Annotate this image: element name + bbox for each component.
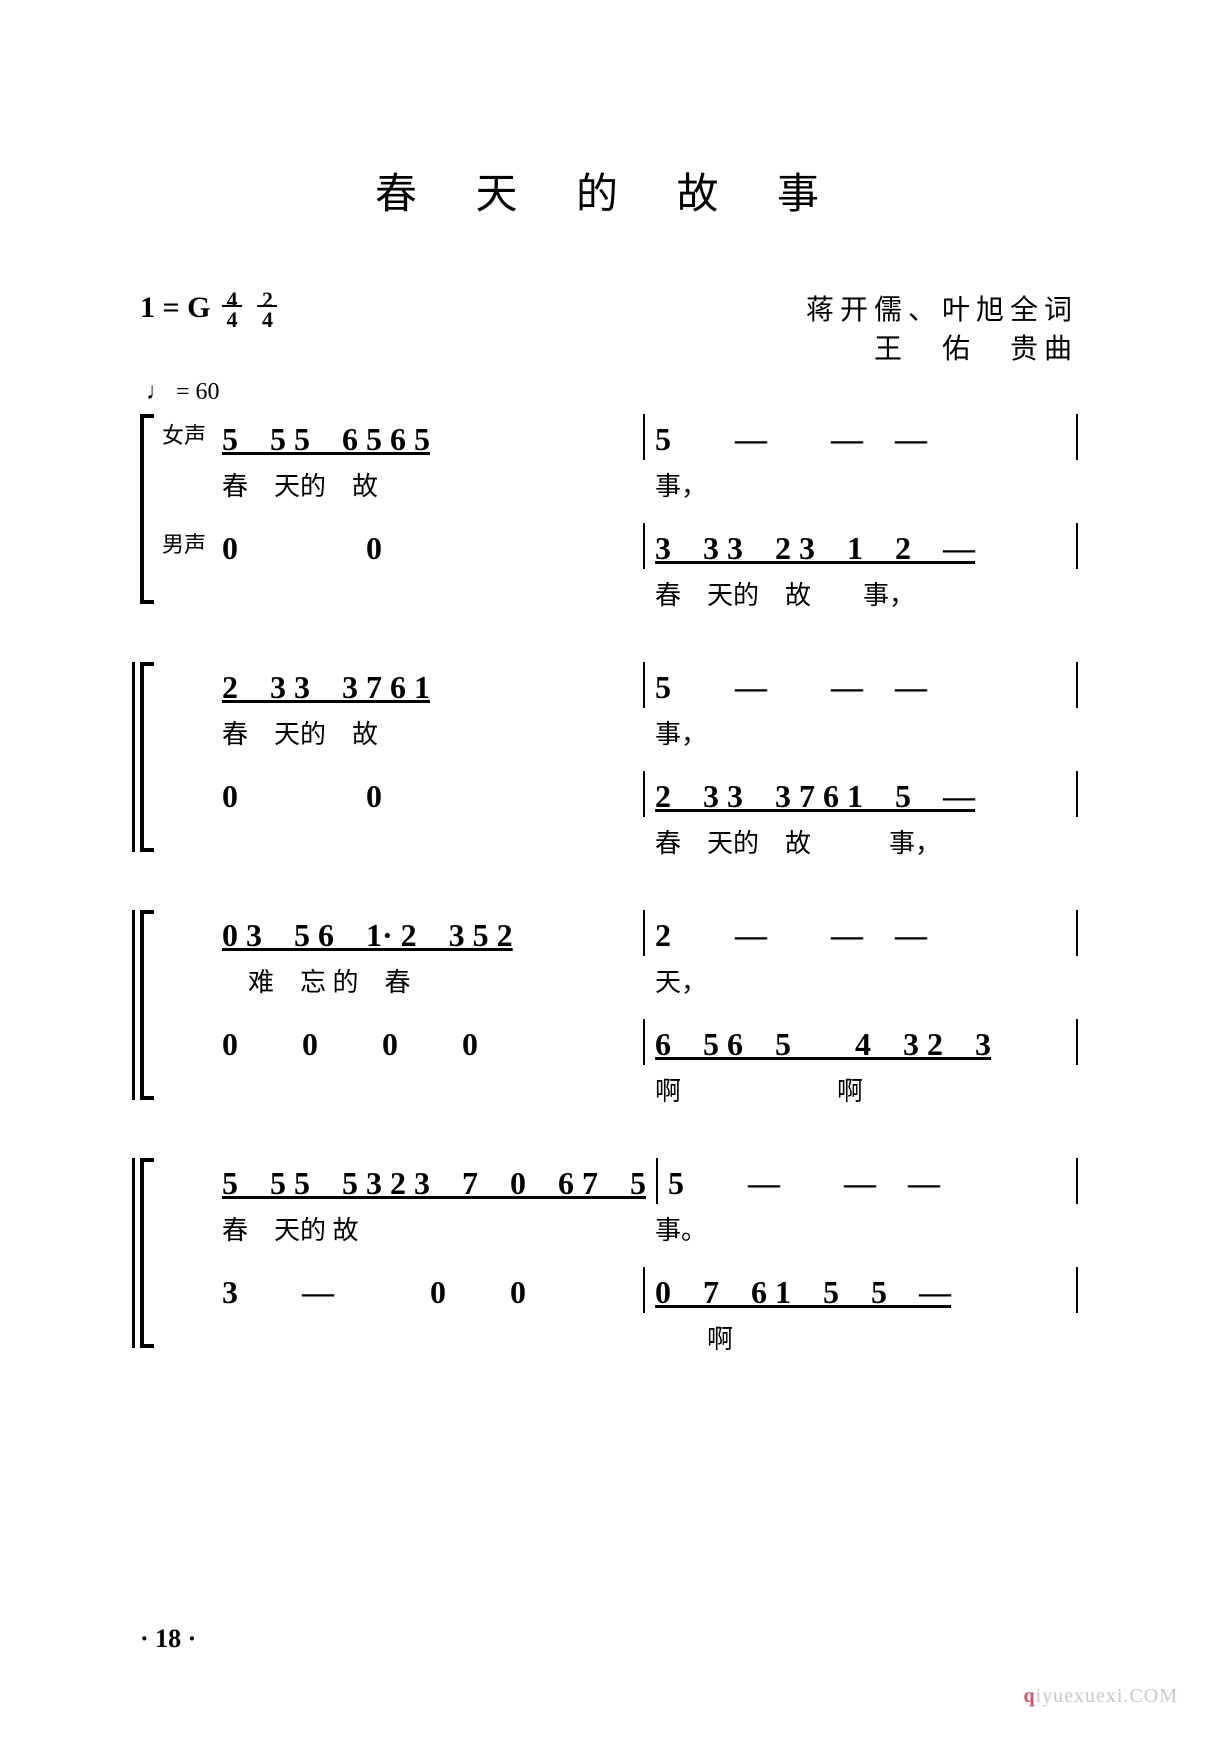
notes: 5 5 5 6 5 6 5 — [222, 414, 430, 460]
notes: 2 3 3 3 7 6 1 5 — — [655, 771, 975, 817]
notes: 5 — — — — [655, 662, 927, 708]
watermark: qiyuexuexi.COM — [1023, 1685, 1178, 1708]
notes: 6 5 6 5 4 3 2 3 — [655, 1019, 991, 1065]
male-voice-label: 男声 — [162, 523, 212, 559]
notes: 0 3 5 6 1· 2 3 5 2 — [222, 910, 513, 956]
key-time-sig: 1 = G 44 24 — [140, 291, 281, 369]
page-number: · 18 · — [140, 1624, 196, 1654]
composer-credit: 王 佑 贵曲 — [806, 330, 1078, 369]
notes: 0 0 0 0 — [222, 1019, 478, 1065]
lyrics: 春 天的 故 — [212, 714, 645, 751]
lyrics — [212, 1319, 645, 1356]
notes: 5 — — — — [668, 1158, 940, 1204]
notes: 0 0 — [222, 523, 382, 569]
tempo-mark: ♩ = 60 — [146, 379, 1078, 406]
lyrics: 事。 — [645, 1210, 1078, 1247]
lyrics: 春 天的 故 — [212, 466, 645, 503]
lyrics: 难 忘 的 春 — [212, 962, 645, 999]
staff-system: 5 5 5 5 3 2 3 7 0 6 7 5 5 — — — 春 天的 故 事… — [140, 1158, 1078, 1356]
notes: 3 3 3 2 3 1 2 — — [655, 523, 975, 569]
lyrics: 事， — [645, 714, 1078, 751]
lyrics: 啊 — [645, 1319, 1078, 1356]
staff-system: 女声 5 5 5 6 5 6 5 5 — — — 春 天的 故 事， 男声 0 … — [140, 414, 1078, 612]
notes: 2 — — — — [655, 910, 927, 956]
lyricist-credit: 蒋开儒、叶旭全词 — [806, 291, 1078, 330]
notes: 3 — 0 0 — [222, 1267, 526, 1313]
score-header: 1 = G 44 24 蒋开儒、叶旭全词 王 佑 贵曲 — [140, 291, 1078, 369]
lyrics: 啊 啊 — [645, 1071, 1078, 1108]
score-title: 春 天 的 故 事 — [140, 160, 1078, 221]
lyrics: 春 天的 故 事， — [645, 823, 1078, 860]
notes: 2 3 3 3 7 6 1 — [222, 662, 430, 708]
lyrics — [212, 575, 645, 612]
notes: 5 5 5 5 3 2 3 7 0 6 7 5 — [222, 1158, 646, 1204]
lyrics — [212, 1071, 645, 1108]
staff-system: 2 3 3 3 7 6 1 5 — — — 春 天的 故 事， 0 0 2 3 … — [140, 662, 1078, 860]
lyrics: 春 天的 故 — [212, 1210, 645, 1247]
lyrics — [212, 823, 645, 860]
notes: 0 0 — [222, 771, 382, 817]
lyrics: 事， — [645, 466, 1078, 503]
credits: 蒋开儒、叶旭全词 王 佑 贵曲 — [806, 291, 1078, 369]
notes: 0 7 6 1 5 5 — — [655, 1267, 951, 1313]
lyrics: 春 天的 故 事， — [645, 575, 1078, 612]
female-voice-label: 女声 — [162, 414, 212, 450]
lyrics: 天， — [645, 962, 1078, 999]
notes: 5 — — — — [655, 414, 927, 460]
staff-system: 0 3 5 6 1· 2 3 5 2 2 — — — 难 忘 的 春 天， 0 … — [140, 910, 1078, 1108]
